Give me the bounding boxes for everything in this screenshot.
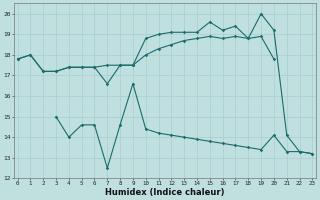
- X-axis label: Humidex (Indice chaleur): Humidex (Indice chaleur): [105, 188, 225, 197]
